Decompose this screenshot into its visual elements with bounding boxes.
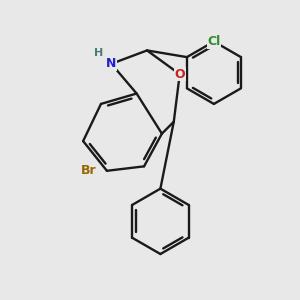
Text: Br: Br <box>81 164 96 177</box>
Text: N: N <box>106 57 116 70</box>
Text: O: O <box>174 68 185 81</box>
Text: H: H <box>94 47 104 58</box>
Text: Cl: Cl <box>207 35 220 48</box>
